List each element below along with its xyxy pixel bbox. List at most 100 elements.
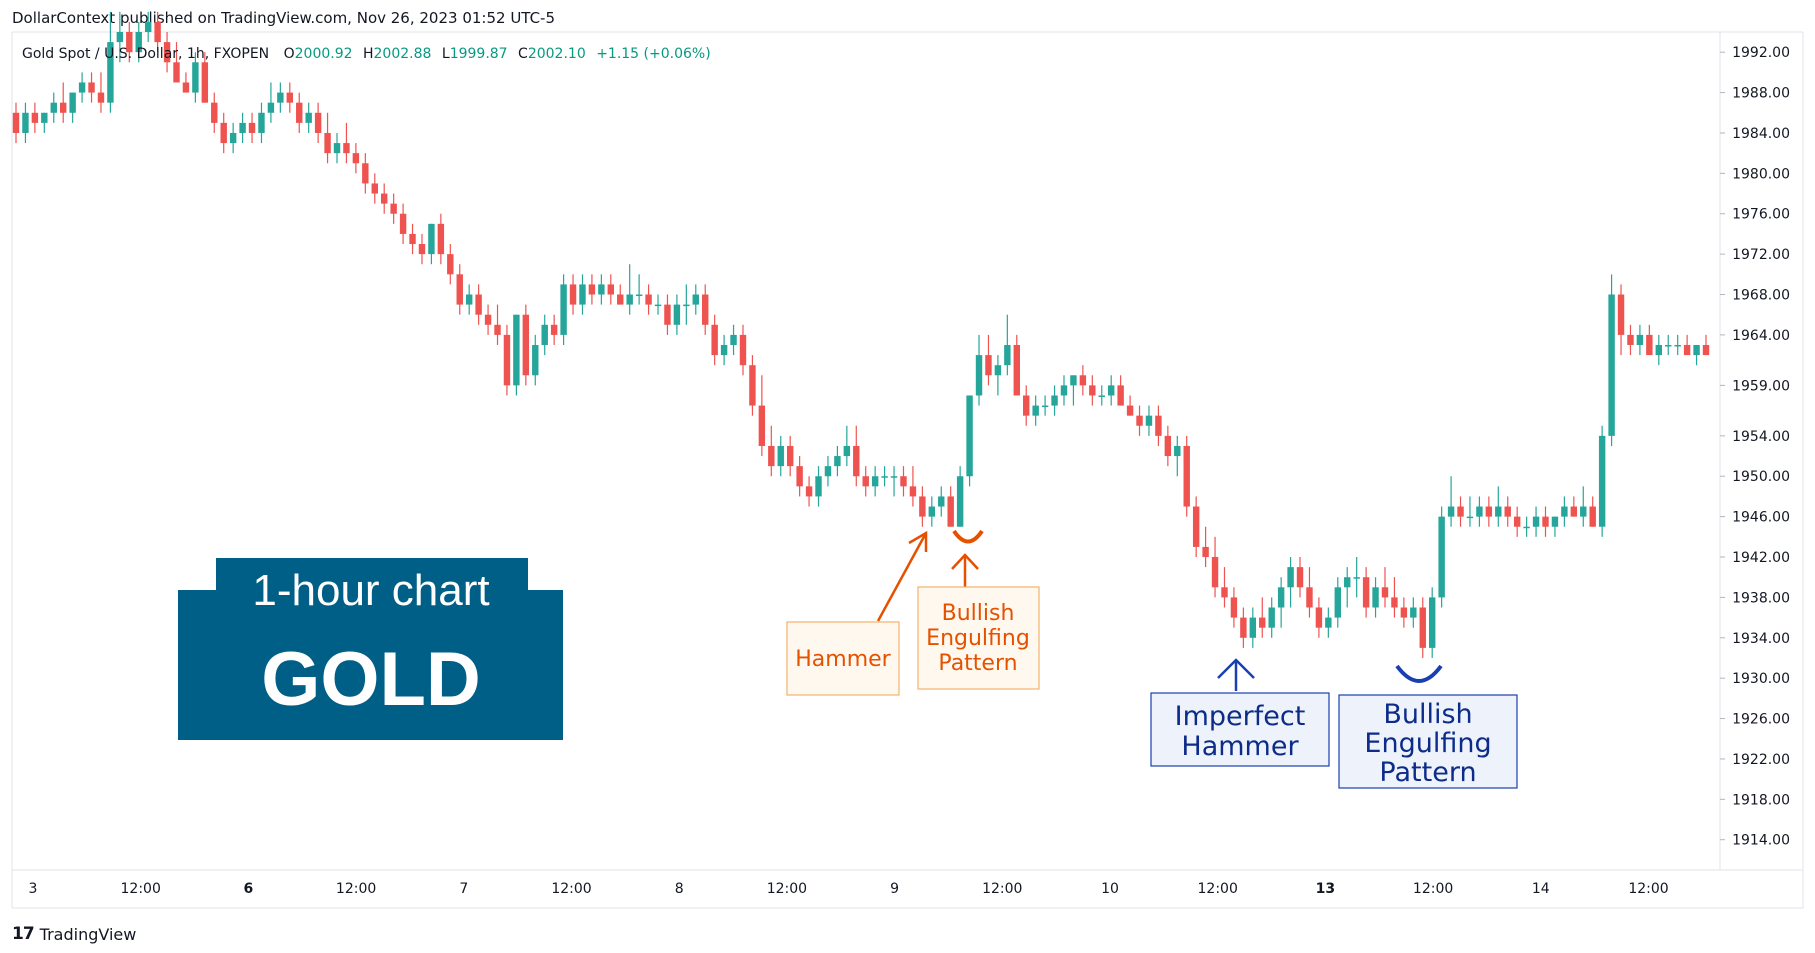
candle (1627, 324, 1634, 356)
candle (720, 334, 728, 366)
candle-body (1362, 577, 1370, 608)
candle-body (1032, 405, 1039, 416)
candle (173, 42, 180, 83)
candle-body (1570, 506, 1578, 517)
candle-body (1164, 435, 1172, 457)
candle (919, 486, 926, 527)
price-tick-label: 1964.00 (1732, 328, 1790, 344)
candle (1268, 597, 1275, 638)
candle (154, 11, 161, 53)
candle (1353, 557, 1360, 598)
candle (871, 466, 879, 497)
candle (135, 21, 142, 63)
candle (1381, 567, 1389, 608)
candle-body (730, 334, 737, 345)
candle-body (239, 122, 246, 133)
tradingview-logo[interactable]: 17 TradingView (12, 924, 136, 944)
candle (532, 334, 539, 386)
candle (1428, 587, 1436, 658)
candle-body (352, 153, 360, 164)
price-tick-label: 1976.00 (1732, 207, 1790, 223)
candle-body (702, 294, 709, 325)
candle (305, 102, 312, 133)
candle (1259, 597, 1266, 638)
candle (314, 102, 322, 144)
price-tick-label: 1950.00 (1732, 469, 1790, 485)
candle-body (1051, 395, 1058, 406)
candle (1202, 526, 1209, 568)
candle (579, 274, 586, 315)
candle (1410, 597, 1417, 628)
candle-body (220, 122, 227, 144)
candle-body (692, 294, 699, 305)
candle-body (1523, 526, 1530, 529)
candle (258, 102, 265, 144)
candle (1504, 496, 1511, 527)
candle (1032, 395, 1039, 426)
candle-body (786, 445, 794, 467)
candle (1561, 496, 1568, 527)
candle (1551, 516, 1559, 537)
candle (1447, 476, 1455, 527)
time-tick-label: 12:00 (767, 881, 807, 897)
candle-body (494, 324, 501, 335)
candle-body (78, 82, 86, 93)
candle-body (1155, 415, 1162, 436)
candle-body (1004, 344, 1011, 366)
candle (267, 82, 275, 123)
price-tick-label: 1984.00 (1732, 126, 1790, 142)
candle-body (654, 304, 662, 307)
candle (1702, 334, 1710, 356)
candle (1636, 324, 1644, 356)
candle (69, 92, 76, 123)
candle (1183, 435, 1190, 517)
candle (371, 173, 378, 204)
candle (928, 496, 936, 527)
time-tick-label: 13 (1316, 881, 1335, 897)
candle (1334, 577, 1341, 628)
candle-body (796, 466, 803, 487)
candle-body (1353, 577, 1360, 579)
candle (1306, 567, 1313, 618)
imperfect-hammer-annotation: Imperfect Hammer (1150, 658, 1330, 767)
candle (494, 304, 501, 345)
candle-body (1249, 617, 1257, 638)
candle-body (1636, 334, 1644, 345)
candle-body (1344, 577, 1351, 588)
candle (1608, 274, 1615, 446)
candle-body (192, 62, 199, 93)
candle-body (163, 42, 171, 63)
candles-layer (12, 11, 1710, 658)
candle (635, 274, 643, 305)
candle (607, 274, 615, 305)
candle-body (985, 355, 992, 376)
time-tick-label: 14 (1532, 881, 1550, 897)
candle (286, 82, 294, 113)
candle-body (1306, 587, 1313, 608)
candle (815, 466, 822, 507)
candle-body (768, 445, 775, 467)
candle (1325, 607, 1332, 638)
candle (938, 486, 945, 517)
candle (1523, 516, 1530, 537)
candle (1060, 375, 1068, 406)
candle-body (1060, 385, 1068, 396)
candle (947, 486, 954, 527)
candle-body (1117, 385, 1124, 406)
candle-body (1334, 587, 1341, 618)
candle-body (853, 445, 860, 477)
candle (1023, 385, 1030, 426)
candle (1532, 506, 1540, 537)
candle-body (31, 112, 39, 123)
candle-body (182, 82, 190, 93)
candle (1004, 314, 1011, 376)
price-tick-label: 1968.00 (1732, 288, 1790, 304)
candle (749, 355, 756, 416)
candle (1598, 425, 1606, 537)
candle-body (343, 143, 350, 154)
price-tick-label: 1914.00 (1732, 833, 1790, 849)
candle-body (824, 466, 832, 477)
candle (786, 435, 794, 477)
candle (702, 284, 709, 335)
